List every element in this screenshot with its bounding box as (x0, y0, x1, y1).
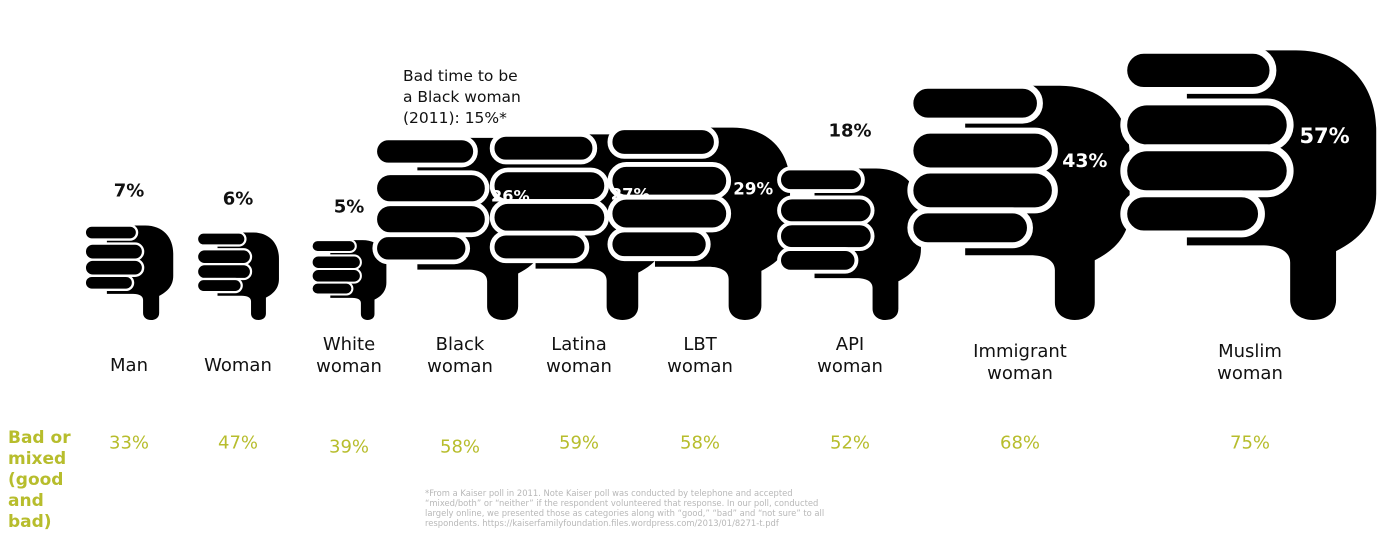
thumbs-down-icon (607, 125, 791, 321)
category-label-line: woman (546, 356, 612, 377)
mixed-value: 33% (108, 432, 150, 454)
annotation-line: a Black woman (403, 88, 521, 106)
category-label-line: LBT (683, 334, 717, 355)
mixed-title-line: (good (8, 470, 64, 490)
mixed-value: 68% (999, 432, 1041, 454)
category-label-line: woman (427, 356, 493, 377)
mixed-legend-title: Bad or mixed (good and bad) (8, 428, 88, 533)
percent-label: 43% (1062, 149, 1108, 172)
category-label-line: API (835, 334, 865, 355)
thumbs-down-icon (777, 166, 921, 320)
category-label-line: White (322, 334, 376, 355)
category-label-line: Woman (204, 355, 272, 376)
percent-label: 27% (610, 184, 650, 204)
annotation: Bad time to be a Black woman (2011): 15%… (403, 66, 563, 129)
annotation-line: (2011): 15%* (403, 109, 507, 127)
category-label: Black woman (390, 334, 530, 378)
category-label: API woman (780, 334, 920, 378)
category-label: Muslim woman (1180, 341, 1320, 385)
footnote-line: largely online, we presented those as ca… (425, 508, 825, 518)
percent-label: 7% (113, 180, 145, 202)
percent-label: 29% (733, 179, 774, 199)
mixed-value: 75% (1229, 432, 1271, 454)
footnote-line: *From a Kaiser poll in 2011. Note Kaiser… (425, 488, 793, 498)
thumbs-down-icon (83, 224, 174, 320)
mixed-title-line: Bad or (8, 428, 71, 448)
mixed-value: 59% (558, 432, 600, 454)
thumbs-down-icon (310, 239, 387, 320)
mixed-value: 58% (679, 432, 721, 454)
category-label-line: Immigrant (973, 341, 1067, 362)
category-label-line: woman (667, 356, 733, 377)
category-label: Man (59, 355, 199, 377)
mixed-title-line: bad) (8, 512, 52, 532)
footnote: *From a Kaiser poll in 2011. Note Kaiser… (425, 488, 985, 528)
mixed-value: 52% (829, 432, 871, 454)
category-label-line: Man (110, 355, 148, 376)
thumbs-down-icon (1120, 46, 1377, 320)
footnote-line: respondents. https://kaiserfamilyfoundat… (425, 518, 779, 528)
category-label: Latina woman (509, 334, 649, 378)
percent-label: 57% (1299, 124, 1350, 149)
percent-label: 5% (333, 196, 365, 218)
category-label-line: woman (817, 356, 883, 377)
category-label: Immigrant woman (950, 341, 1090, 385)
category-label-line: Latina (551, 334, 607, 355)
footnote-line: “mixed/both” or “neither” if the respond… (425, 498, 819, 508)
thumbs-down-icon (372, 135, 546, 320)
percent-label: 18% (828, 120, 872, 142)
percent-label: 26% (491, 186, 530, 206)
thumbs-down-icon (907, 82, 1130, 320)
category-label: LBT woman (630, 334, 770, 378)
annotation-line: Bad time to be (403, 67, 518, 85)
percent-label: 6% (222, 188, 254, 210)
mixed-value: 47% (217, 432, 259, 454)
mixed-title-line: mixed (8, 449, 67, 469)
category-label-line: woman (1217, 363, 1283, 384)
category-label: White woman (279, 334, 419, 378)
category-label-line: woman (987, 363, 1053, 384)
mixed-title-line: and (8, 491, 44, 511)
mixed-value: 58% (439, 436, 481, 458)
thumbs-down-icon (195, 231, 279, 320)
mixed-value: 39% (328, 436, 370, 458)
category-label-line: Black (435, 334, 485, 355)
category-label-line: Muslim (1218, 341, 1282, 362)
category-label-line: woman (316, 356, 382, 377)
category-label: Woman (168, 355, 308, 377)
